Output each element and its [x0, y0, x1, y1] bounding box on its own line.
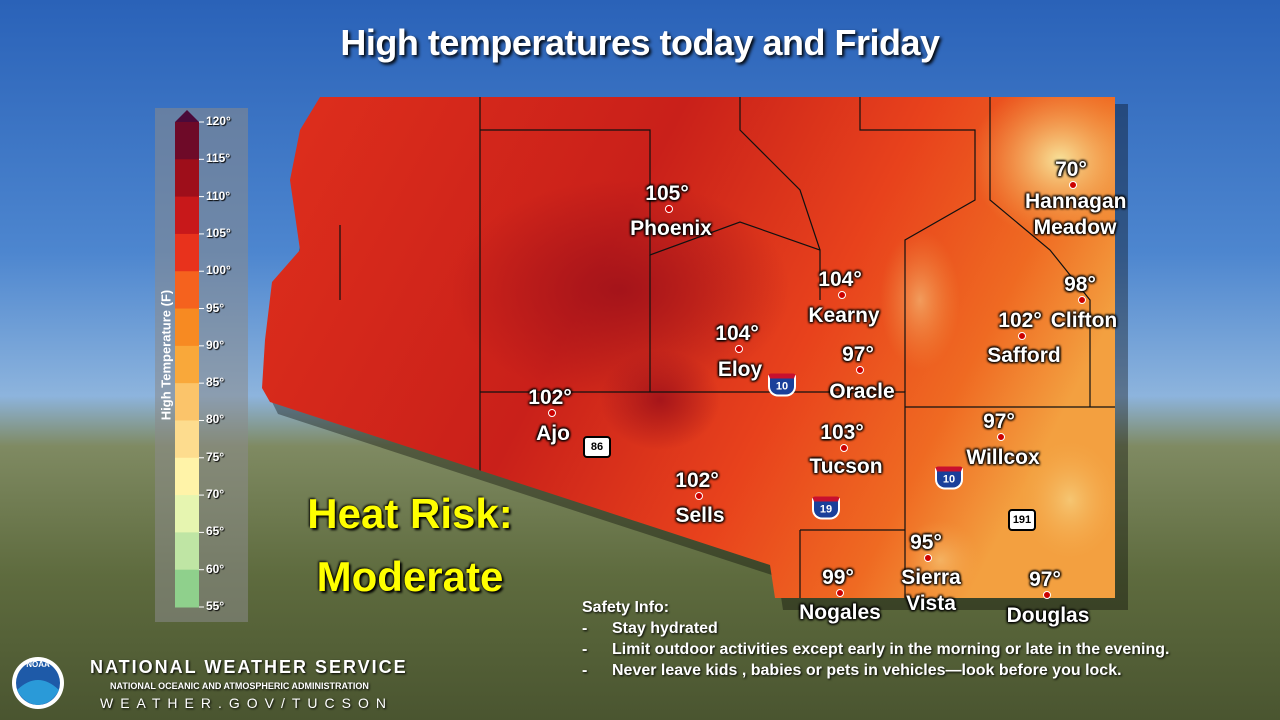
legend-title: High Temperature (F) — [158, 290, 173, 421]
city-marker — [1069, 181, 1077, 189]
noaa-logo-wave — [17, 680, 59, 705]
colorbar-band — [175, 420, 199, 459]
city-name: Ajo — [536, 422, 570, 445]
legend-tick-label: 120° — [206, 114, 231, 128]
safety-item: Stay hydrated — [582, 618, 1169, 639]
colorbar-band — [175, 532, 199, 571]
city-marker — [1078, 296, 1086, 304]
city-marker — [1018, 332, 1026, 340]
city-name: Kearny — [808, 304, 880, 327]
colorbar-band — [175, 345, 199, 384]
colorbar-band — [175, 233, 199, 272]
legend-tick-label: 80° — [206, 412, 225, 427]
highway-shield: 10 — [768, 373, 796, 397]
city-marker — [840, 444, 848, 452]
city-temp: 99° — [822, 566, 854, 589]
city-name: Sierra Vista — [901, 566, 961, 615]
highway-shield: 191 — [1008, 509, 1036, 531]
city-temp: 102° — [528, 386, 572, 409]
city-temp: 105° — [645, 182, 689, 205]
city-temp: 103° — [820, 421, 864, 444]
colorbar-band — [175, 457, 199, 496]
city-temp: 104° — [715, 322, 759, 345]
city-name: Hannagan Meadow — [1025, 190, 1127, 239]
city-temp: 95° — [910, 531, 942, 554]
city-name: Safford — [987, 344, 1061, 367]
city-temp: 104° — [818, 268, 862, 291]
city-name: Sells — [675, 504, 725, 527]
city-name: Willcox — [966, 446, 1040, 469]
safety-item: Never leave kids , babies or pets in veh… — [582, 660, 1169, 681]
city-marker — [1043, 591, 1051, 599]
legend-tick-label: 105° — [206, 225, 231, 240]
city-marker — [838, 291, 846, 299]
city-marker — [735, 345, 743, 353]
city-marker — [836, 589, 844, 597]
legend-tick-label: 85° — [206, 375, 225, 390]
legend-tick-label: 70° — [206, 487, 225, 502]
noaa-logo-text: NOAA — [26, 660, 50, 669]
colorbar-band — [175, 383, 199, 421]
city-marker — [665, 205, 673, 213]
city-name: Oracle — [829, 380, 895, 403]
city-temp: 97° — [983, 410, 1015, 433]
legend-tick-label: 100° — [206, 263, 231, 278]
highway-shield: 19 — [812, 496, 840, 520]
city-temp: 102° — [675, 469, 719, 492]
highway-shield: 86 — [583, 436, 611, 458]
highway-shield: 10 — [935, 466, 963, 490]
city-temp: 70° — [1055, 158, 1087, 181]
legend-panel — [155, 108, 248, 622]
legend-tick-label: 90° — [206, 337, 225, 352]
city-name: Clifton — [1050, 309, 1118, 332]
colorbar-band — [175, 122, 199, 160]
legend-tick-label: 65° — [206, 524, 225, 539]
website: WEATHER.GOV/TUCSON — [100, 695, 393, 711]
city-temp: 98° — [1064, 273, 1096, 296]
legend-arrow — [175, 110, 199, 122]
legend-tick-label: 60° — [206, 561, 225, 576]
safety-item: Limit outdoor activities except early in… — [582, 639, 1169, 660]
city-name: Phoenix — [630, 217, 712, 240]
city-temp: 97° — [842, 343, 874, 366]
city-marker — [695, 492, 703, 500]
city-marker — [548, 409, 556, 417]
city-temp: 102° — [998, 309, 1042, 332]
legend-tick-label: 95° — [206, 300, 225, 315]
legend-tick-label: 75° — [206, 449, 225, 464]
city-name: Eloy — [717, 358, 763, 381]
title: High temperatures today and Friday — [340, 22, 940, 63]
safety-info: Safety Info: Stay hydrated Limit outdoor… — [582, 597, 1169, 681]
city-marker — [924, 554, 932, 562]
safety-heading: Safety Info: — [582, 599, 670, 616]
legend-tick-label: 55° — [206, 599, 225, 613]
legend-tick-label: 110° — [206, 188, 231, 203]
city-marker — [997, 433, 1005, 441]
colorbar-band — [175, 196, 199, 235]
parent-agency: NATIONAL OCEANIC AND ATMOSPHERIC ADMINIS… — [110, 681, 369, 691]
city-marker — [856, 366, 864, 374]
legend-colorbar — [175, 122, 199, 608]
colorbar-band — [175, 159, 199, 198]
city-name: Nogales — [799, 601, 881, 624]
colorbar-band — [175, 271, 199, 310]
colorbar-band — [175, 308, 199, 347]
city-name: Tucson — [809, 455, 883, 478]
agency: NATIONAL WEATHER SERVICE — [90, 657, 408, 677]
city-name: Douglas — [1006, 604, 1090, 627]
colorbar-band — [175, 495, 199, 533]
colorbar-band — [175, 569, 199, 608]
heat-risk-level: Moderate — [316, 553, 504, 600]
legend-tick-label: 115° — [206, 151, 231, 166]
heat-risk-label: Heat Risk: — [307, 490, 513, 537]
city-temp: 97° — [1029, 568, 1061, 591]
